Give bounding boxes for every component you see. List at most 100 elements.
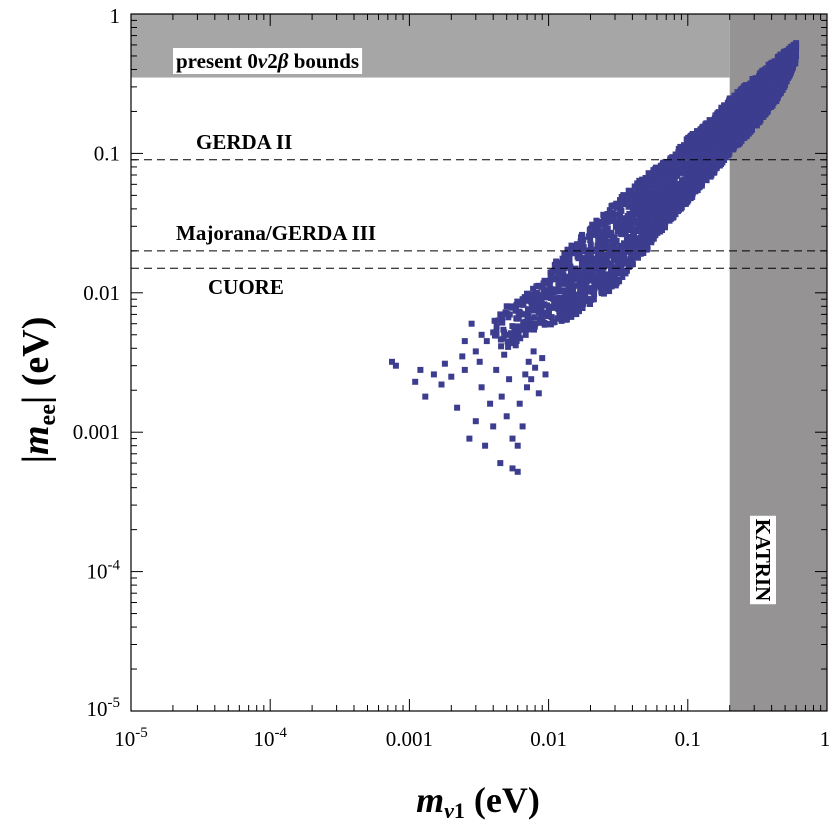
scatter-point: [588, 270, 595, 277]
scatter-point: [658, 222, 664, 229]
scatter-point: [665, 161, 672, 168]
scatter-point: [588, 260, 595, 267]
scatter-point: [734, 132, 741, 139]
scatter-point: [536, 309, 542, 315]
scatter-point: [490, 329, 497, 336]
scatter-point: [778, 51, 785, 58]
scatter-point: [544, 302, 550, 309]
scatter-point: [676, 183, 683, 190]
scatter-point: [625, 245, 632, 252]
scatter-point: [568, 280, 575, 286]
scatter-point: [525, 358, 532, 365]
scatter-point: [532, 320, 539, 327]
scatter-point: [578, 261, 585, 268]
scatter-point: [514, 315, 521, 322]
scatter-point: [718, 113, 725, 120]
y-tick-label: 0.01: [83, 281, 120, 305]
scatter-point: [585, 233, 592, 240]
scatter-point: [662, 219, 669, 226]
scatter-point: [499, 319, 506, 326]
scatter-point: [618, 270, 625, 276]
scatter-point: [731, 129, 738, 136]
scatter-point: [691, 165, 698, 172]
scatter-point: [509, 465, 516, 472]
scatter-point: [567, 301, 574, 308]
y-tick-label: 10-5: [87, 695, 121, 721]
scatter-point: [681, 186, 688, 193]
scatter-point: [567, 274, 574, 281]
scatter-point: [587, 241, 594, 248]
scatter-point: [728, 116, 735, 123]
scatter-point: [599, 256, 606, 263]
scatter-point: [599, 269, 606, 276]
scatter-point: [763, 65, 770, 72]
scatter-point: [702, 137, 709, 144]
y-axis-title: |mee| (eV): [15, 317, 61, 464]
scatter-point: [722, 143, 729, 150]
scatter-point: [610, 216, 617, 223]
scatter-point: [538, 301, 545, 307]
scatter-point: [568, 267, 575, 274]
x-tick-label: 0.001: [386, 727, 433, 751]
scatter-point: [586, 266, 593, 273]
scatter-point: [651, 175, 658, 182]
scatter-point: [472, 348, 479, 355]
scatter-point: [514, 298, 521, 305]
scatter-point: [673, 182, 680, 189]
scatter-point: [713, 132, 720, 139]
x-tick-label: 10-4: [253, 725, 287, 751]
scatter-point: [526, 294, 533, 301]
scatter-point: [729, 138, 736, 145]
scatter-point: [734, 118, 741, 125]
scatter-point: [773, 90, 780, 97]
scatter-point: [519, 326, 526, 333]
scatter-point: [769, 98, 776, 105]
scatter-point: [756, 116, 762, 123]
scatter-point: [612, 282, 619, 289]
scatter-point: [603, 279, 610, 286]
scatter-point: [555, 286, 562, 293]
scatter-point: [621, 254, 627, 261]
scatter-point: [574, 274, 581, 281]
scatter-point: [598, 228, 605, 235]
scatter-point: [570, 286, 577, 293]
scatter-point: [556, 308, 563, 315]
scatter-point: [711, 165, 718, 172]
scatter-point: [603, 212, 609, 219]
scatter-point: [691, 188, 698, 195]
scatter-point: [777, 58, 784, 65]
scatter-point: [655, 199, 662, 206]
scatter-point: [614, 254, 621, 261]
scatter-point: [519, 296, 526, 303]
scatter-point: [585, 256, 592, 263]
scatter-point: [438, 381, 445, 388]
scatter-point: [648, 231, 655, 238]
scatter-point: [538, 292, 545, 299]
ref-line-label-1: Majorana/GERDA III: [176, 221, 376, 245]
scatter-point: [695, 183, 702, 190]
scatter-point: [616, 278, 623, 285]
scatter-point: [680, 180, 687, 187]
scatter-point: [703, 177, 710, 184]
scatter-point: [750, 121, 757, 128]
scatter-point: [501, 351, 508, 358]
scatter-point: [708, 119, 714, 126]
x-tick-label: 10-5: [114, 725, 148, 751]
scatter-point: [600, 289, 607, 296]
scatter-point: [522, 331, 529, 338]
scatter-point: [466, 435, 473, 442]
scatter-point: [785, 49, 792, 56]
scatter-point: [699, 174, 706, 181]
scatter-point: [681, 148, 688, 155]
scatter-point: [670, 164, 677, 171]
scatter-point: [619, 217, 626, 224]
scatter-point: [636, 218, 643, 225]
scatter-point: [606, 288, 613, 295]
scatter-point: [626, 193, 633, 200]
scatter-point: [752, 86, 759, 93]
tick-labels: 10-5 10-4 0.001 0.01 0.1 1 10-5 10-4 0.001 0.01 0.…: [73, 4, 831, 751]
scatter-point: [624, 259, 631, 266]
scatter-point: [549, 268, 556, 275]
scatter-point: [716, 131, 723, 138]
scatter-point: [712, 128, 719, 135]
